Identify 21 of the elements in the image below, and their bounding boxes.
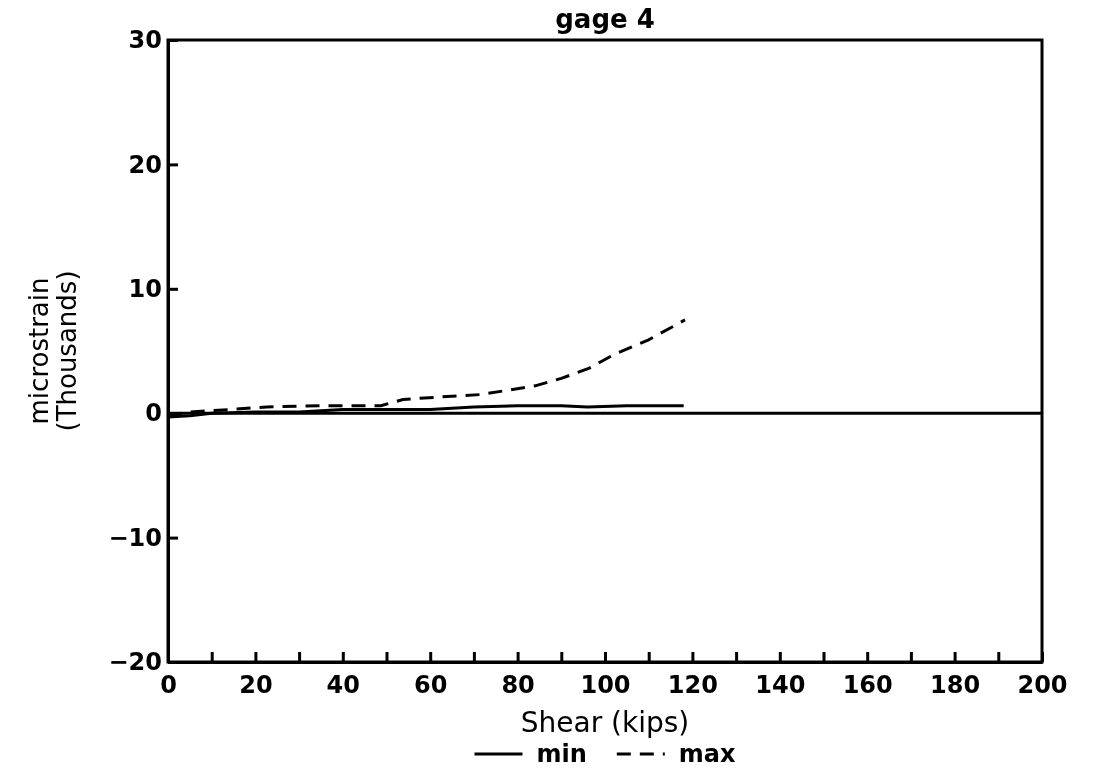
y-tick-label: 30 — [128, 26, 162, 55]
x-tick-label: 100 — [580, 671, 631, 700]
x-tick-label: 200 — [1017, 671, 1068, 700]
legend-label: min — [536, 740, 587, 768]
x-tick-label: 160 — [842, 671, 893, 700]
x-tick-label: 80 — [501, 671, 535, 700]
x-tick-label: 20 — [239, 671, 273, 700]
x-tick-label: 180 — [930, 671, 981, 700]
x-tick-label: 140 — [755, 671, 806, 700]
y-tick-label: −10 — [108, 523, 162, 552]
y-tick-label: 0 — [145, 399, 162, 428]
x-tick-label: 60 — [414, 671, 448, 700]
legend-label: max — [678, 740, 737, 768]
y-tick-label: 20 — [128, 150, 162, 179]
chart-title: gage 4 — [555, 4, 655, 34]
y-tick-label: 10 — [128, 274, 162, 303]
x-tick-label: 40 — [326, 671, 360, 700]
y-tick-label: −20 — [108, 648, 162, 677]
x-tick-label: 120 — [667, 671, 718, 700]
y-axis-title: microstrain (Thousands) — [24, 270, 82, 432]
x-axis-title: Shear (kips) — [520, 706, 690, 739]
